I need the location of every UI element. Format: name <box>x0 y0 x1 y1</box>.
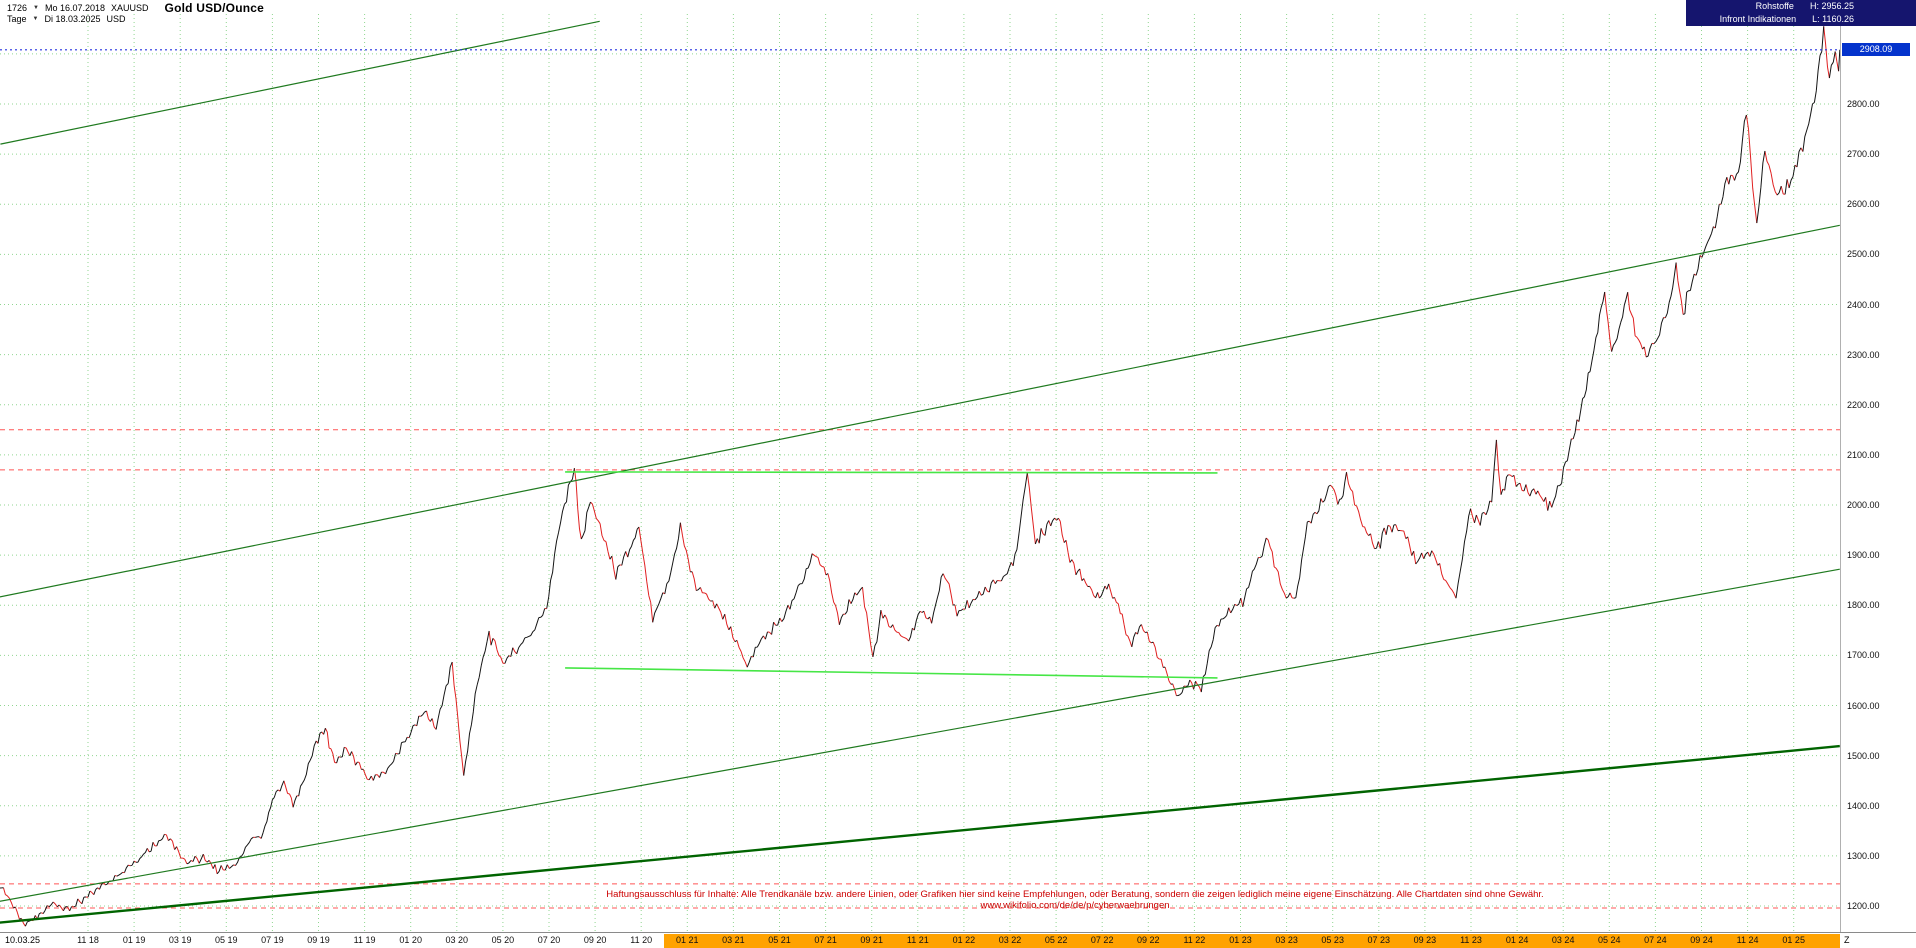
data-source-label: Infront Indikationen <box>1719 14 1797 24</box>
time-axis-label: 05 21 <box>768 935 791 945</box>
price-series-up <box>0 26 1840 927</box>
time-axis-label: 03 22 <box>998 935 1022 945</box>
time-axis-label: 01 21 <box>676 935 699 945</box>
range-high-value: H: 2956.25 <box>1809 1 1854 11</box>
mid-channel-line <box>0 224 1840 598</box>
price-axis-label: 1600.00 <box>1847 700 1880 711</box>
axis-highlight-band <box>664 934 1840 948</box>
price-axis-label: 1800.00 <box>1847 600 1880 611</box>
header-row-1: 1726 ▼ Mo 16.07.2018 XAUUSD Gold USD/Oun… <box>7 1 264 15</box>
chart-plot-area[interactable] <box>0 14 1840 932</box>
upper-channel-line <box>0 20 600 145</box>
time-axis-z-button[interactable]: Z <box>1844 935 1850 945</box>
time-axis-label: 09 20 <box>583 935 607 945</box>
time-axis-label: 11 24 <box>1736 935 1759 945</box>
currency-label: USD <box>106 14 126 24</box>
price-axis-label: 2700.00 <box>1847 149 1880 160</box>
price-axis-label: 1900.00 <box>1847 550 1880 561</box>
time-axis-label: 11 22 <box>1183 935 1206 945</box>
chart-header: 1726 ▼ Mo 16.07.2018 XAUUSD Gold USD/Oun… <box>0 0 1916 26</box>
time-axis-label: 11 21 <box>906 935 929 945</box>
price-axis-label: 1400.00 <box>1847 800 1880 811</box>
trend-lines <box>0 20 1840 924</box>
time-axis-label: 03 21 <box>722 935 745 945</box>
time-axis-label: 01 23 <box>1229 935 1252 945</box>
price-axis-label: 1200.00 <box>1847 901 1880 911</box>
time-axis-label: 03 23 <box>1275 935 1298 945</box>
price-axis[interactable]: 2908.09 2800.00 2700.00 2600.00 2500.00 2400… <box>1840 14 1916 932</box>
quote-info-row-2: Infront Indikationen L: 1160.26 <box>1686 13 1916 26</box>
bar-count[interactable]: 1726 <box>7 3 28 13</box>
price-series-down <box>0 26 1840 927</box>
time-axis-label: 03 20 <box>445 935 469 945</box>
quote-info-panel: Rohstoffe H: 2956.25 Infront Indikatione… <box>1686 0 1916 26</box>
price-axis-label: 2800.00 <box>1847 99 1880 109</box>
price-axis-label: 2300.00 <box>1847 349 1880 360</box>
disclaimer-text: Haftungsausschluss für Inhalte: Alle Tre… <box>606 889 1544 911</box>
time-axis-start-label: 10.03.25 <box>5 935 41 945</box>
current-price-badge: 2908.09 <box>1842 43 1910 57</box>
time-axis-label: 07 24 <box>1644 935 1667 945</box>
time-axis-label: 07 21 <box>814 935 837 945</box>
time-axis-label: 07 20 <box>537 935 561 945</box>
timeframe-selector[interactable]: Tage <box>7 14 27 24</box>
time-axis-label: 05 19 <box>215 935 238 945</box>
quote-info-row-1: Rohstoffe H: 2956.25 <box>1686 0 1916 13</box>
time-axis-label: 05 22 <box>1044 935 1068 945</box>
header-row-2: Tage ▼ Di 18.03.2025 USD <box>7 14 132 24</box>
range-low-value: L: 1160.26 <box>1812 14 1854 24</box>
price-axis-label: 2100.00 <box>1847 449 1880 460</box>
horizontal-resistance-2066 <box>565 471 1218 474</box>
price-axis-label: 2400.00 <box>1847 299 1880 310</box>
time-axis-label: 05 23 <box>1321 935 1344 945</box>
time-axis-label: 05 20 <box>491 935 515 945</box>
lower-channel-line <box>0 568 1840 902</box>
time-axis-label: 01 19 <box>122 935 146 945</box>
time-axis-label: 11 18 <box>77 935 99 945</box>
time-axis-label: 09 22 <box>1137 935 1160 945</box>
chart-end-date: Di 18.03.2025 <box>44 14 101 24</box>
price-axis-label: 2500.00 <box>1847 249 1880 260</box>
price-axis-label: 2000.00 <box>1847 500 1880 510</box>
time-axis-label: 03 24 <box>1551 935 1575 945</box>
symbol-label: XAUUSD <box>111 3 149 13</box>
time-axis-label: 07 22 <box>1090 935 1114 945</box>
category-label: Rohstoffe <box>1755 1 1794 11</box>
time-axis-label: 11 23 <box>1460 935 1482 945</box>
price-series <box>0 26 1840 927</box>
price-axis-label: 1500.00 <box>1847 750 1880 761</box>
horizontal-support-1675 <box>565 667 1218 679</box>
time-axis-label: 07 19 <box>261 935 284 945</box>
time-axis-label: 09 23 <box>1413 935 1437 945</box>
time-axis-label: 01 20 <box>399 935 422 945</box>
level-lines <box>0 429 1840 909</box>
time-axis-label: 01 22 <box>952 935 976 945</box>
price-axis-label: 1700.00 <box>1847 650 1880 661</box>
time-axis-label: 11 20 <box>630 935 653 945</box>
grid-lines <box>0 14 1840 932</box>
chart-start-date: Mo 16.07.2018 <box>44 3 106 13</box>
chevron-down-icon[interactable]: ▼ <box>32 16 39 22</box>
price-axis-label: 2200.00 <box>1847 399 1880 410</box>
chevron-down-icon[interactable]: ▼ <box>33 5 39 11</box>
time-axis-label: 01 25 <box>1782 935 1805 945</box>
time-axis-label: 11 19 <box>353 935 376 945</box>
price-axis-label: 1300.00 <box>1847 850 1880 861</box>
time-axis-label: 09 19 <box>307 935 330 945</box>
base-trend-line <box>0 744 1840 924</box>
time-axis-label: 07 23 <box>1367 935 1391 945</box>
time-axis-label: 01 24 <box>1505 935 1529 945</box>
price-axis-label: 2600.00 <box>1847 199 1880 210</box>
chart-title: Gold USD/Ounce <box>164 1 265 15</box>
time-axis-label: 09 21 <box>860 935 883 945</box>
time-axis-label: 03 19 <box>168 935 192 945</box>
time-axis-label: 05 24 <box>1598 935 1621 945</box>
time-axis-label: 09 24 <box>1690 935 1713 945</box>
time-axis[interactable]: 10.03.25 Z 11 18 01 19 03 19 05 19 07 19 09 1… <box>0 932 1916 948</box>
